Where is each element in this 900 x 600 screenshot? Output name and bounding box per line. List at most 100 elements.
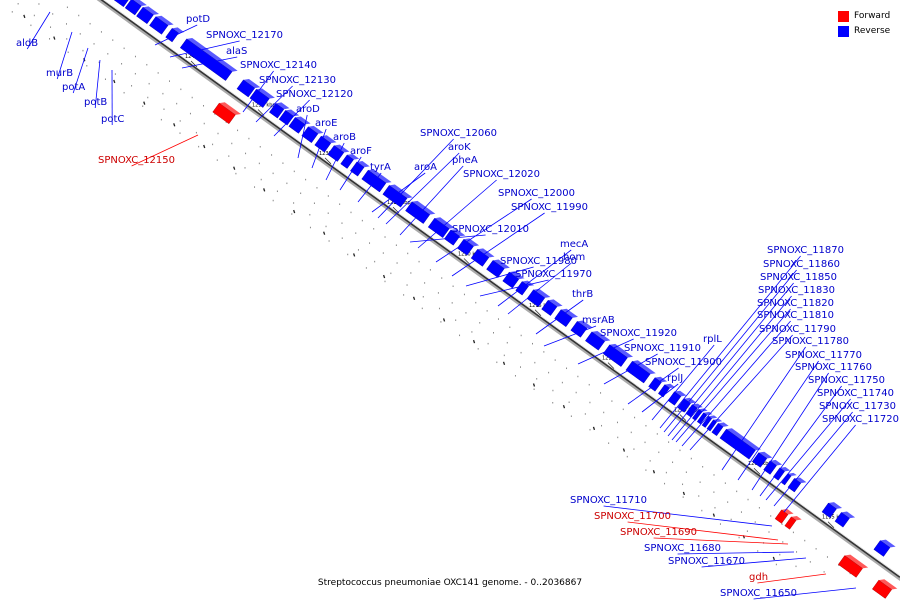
gc-dot — [134, 55, 136, 58]
leader-line — [759, 385, 842, 497]
leader-line — [659, 255, 801, 429]
gc-dot — [33, 14, 35, 17]
leader-line — [181, 56, 238, 69]
leader-line — [154, 24, 198, 46]
gene-label: aroE — [315, 118, 337, 129]
gc-dash — [323, 231, 326, 235]
gc-dash — [772, 556, 775, 561]
gc-dot — [142, 105, 144, 107]
gc-dot — [701, 509, 703, 512]
gc-dot — [520, 334, 522, 337]
gc-dot — [89, 22, 91, 25]
legend: Forward Reverse — [838, 9, 890, 39]
gene-label: aldB — [16, 38, 38, 49]
gc-dot — [622, 408, 624, 411]
gene-label: SPNOXC_11740 — [817, 388, 894, 399]
gc-dot — [747, 498, 749, 501]
gc-dot — [441, 277, 443, 279]
gc-dot — [781, 523, 783, 525]
gc-dot — [775, 563, 777, 566]
gene-label: SPNOXC_11830 — [758, 285, 835, 296]
gc-dot — [645, 469, 647, 471]
gc-dot — [131, 85, 133, 87]
gc-dot — [713, 474, 715, 476]
gc-dot — [601, 424, 603, 427]
gc-dot — [740, 511, 742, 513]
leader-line — [667, 282, 794, 437]
gc-dot — [357, 249, 359, 251]
gc-dot — [179, 132, 181, 134]
leader-line — [543, 325, 597, 347]
tick-label: 1215 kbp — [529, 303, 553, 309]
gc-dot — [282, 162, 284, 164]
tick-mark — [534, 309, 542, 317]
leader-line — [757, 573, 827, 584]
gc-dot — [38, 3, 40, 5]
gene-label: SPNOXC_11920 — [600, 328, 677, 339]
gc-dot — [497, 318, 499, 320]
gc-dot — [212, 143, 214, 146]
gc-dot — [679, 449, 681, 452]
gc-dot — [520, 366, 522, 368]
tick-label: 1220 kbp — [458, 251, 482, 257]
gc-dot — [698, 495, 700, 497]
gene-label: SPNOXC_12120 — [276, 89, 353, 100]
gene-label: SPNOXC_11670 — [668, 556, 745, 567]
gene-label: SPNOXC_11870 — [767, 245, 844, 256]
gc-dot — [506, 341, 508, 344]
gc-dash — [353, 253, 356, 257]
gc-dot — [245, 152, 247, 155]
gene-label: msrAB — [582, 315, 615, 326]
reverse-gene — [136, 6, 160, 25]
gc-dot — [327, 212, 329, 214]
reverse-gene — [361, 169, 392, 193]
gene-label: mecA — [560, 239, 588, 250]
reverse-gene — [113, 0, 131, 8]
gc-dash — [532, 383, 536, 387]
gc-dash — [203, 144, 206, 149]
gc-dot — [406, 284, 408, 286]
leader-line — [577, 338, 634, 365]
gc-dot — [552, 389, 554, 392]
gc-dot — [396, 262, 398, 264]
gc-dot — [714, 506, 716, 509]
gc-dot — [17, 2, 19, 5]
gc-dot — [410, 272, 412, 274]
gc-dot — [309, 226, 311, 229]
gc-dash — [622, 448, 626, 452]
gene-label: SPNOXC_11810 — [757, 310, 834, 321]
gc-dot — [746, 530, 748, 532]
gc-dot — [163, 108, 165, 110]
gc-dot — [123, 91, 125, 94]
tick-mark — [190, 60, 198, 68]
gc-dot — [603, 411, 605, 414]
leader-line — [783, 424, 856, 513]
gc-dot — [157, 72, 159, 74]
gc-dot — [93, 43, 95, 45]
gc-dot — [214, 113, 216, 115]
gc-dot — [509, 326, 511, 329]
gc-dot — [384, 236, 386, 238]
gc-dot — [369, 242, 371, 244]
gc-dot — [634, 416, 636, 419]
leader-line — [603, 353, 658, 385]
gc-dash — [143, 101, 146, 105]
gc-dot — [293, 170, 295, 173]
gc-dot — [727, 501, 729, 503]
gc-dot — [792, 531, 794, 534]
gc-dot — [730, 518, 732, 521]
gc-dot — [347, 253, 349, 256]
gene-label: aroD — [296, 104, 320, 115]
gc-dot — [339, 203, 341, 205]
gc-dot — [148, 82, 150, 85]
gc-dot — [685, 471, 687, 473]
reverse-gene — [427, 217, 455, 238]
leader-line — [753, 587, 857, 600]
leader-line — [535, 299, 584, 335]
gc-dot — [162, 92, 164, 95]
gc-dot — [305, 178, 307, 181]
tick-mark — [463, 258, 471, 265]
reverse-gene — [711, 422, 729, 437]
gc-dot — [438, 307, 440, 310]
gc-dot — [176, 102, 178, 105]
